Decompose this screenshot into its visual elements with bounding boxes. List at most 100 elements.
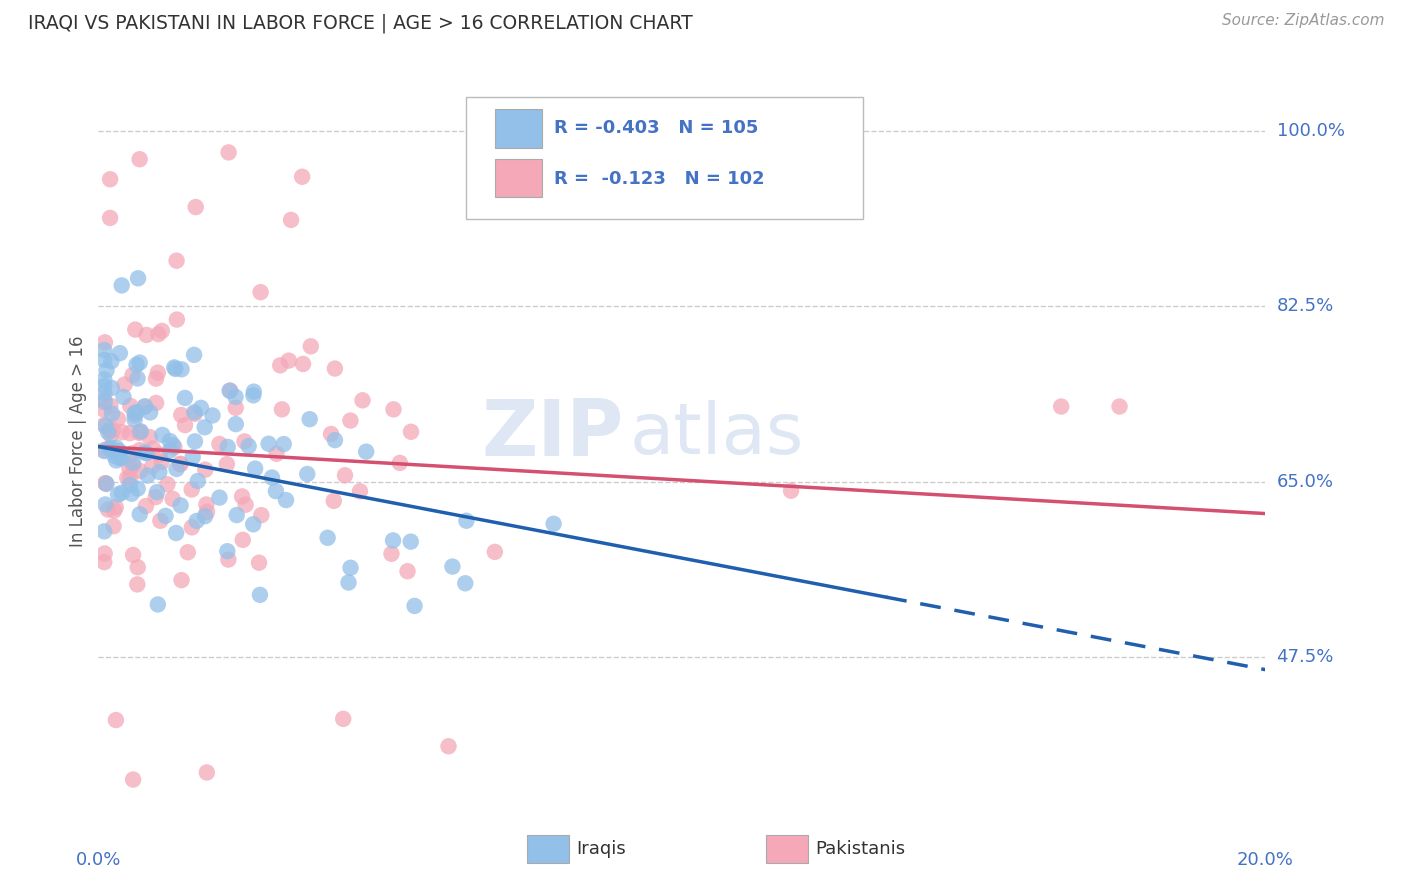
Point	[159, 434, 181, 448]
Point	[94, 498, 117, 512]
Point	[277, 353, 299, 368]
Point	[174, 391, 197, 405]
Point	[166, 312, 188, 326]
Point	[93, 393, 115, 408]
Point	[142, 442, 165, 456]
Point	[194, 463, 217, 477]
Point	[105, 441, 128, 455]
Point	[298, 412, 321, 426]
Point	[110, 451, 132, 466]
Point	[299, 339, 322, 353]
Point	[250, 508, 273, 523]
Point	[125, 405, 148, 419]
Point	[155, 508, 177, 523]
Point	[225, 508, 247, 522]
Point	[170, 408, 193, 422]
Point	[388, 456, 411, 470]
Text: IRAQI VS PAKISTANI IN LABOR FORCE | AGE > 16 CORRELATION CHART: IRAQI VS PAKISTANI IN LABOR FORCE | AGE …	[28, 13, 693, 33]
Point	[94, 419, 117, 434]
Point	[208, 437, 231, 451]
Point	[247, 556, 270, 570]
Text: 65.0%: 65.0%	[1277, 473, 1333, 491]
Point	[134, 400, 156, 414]
Point	[195, 765, 218, 780]
Point	[217, 544, 239, 558]
Point	[380, 547, 402, 561]
Point	[194, 509, 217, 524]
Point	[127, 371, 149, 385]
Point	[273, 437, 295, 451]
Point	[404, 599, 426, 613]
Point	[139, 405, 162, 419]
Point	[127, 271, 149, 285]
FancyBboxPatch shape	[495, 159, 541, 197]
Point	[93, 547, 115, 561]
Point	[162, 438, 184, 452]
Point	[456, 514, 478, 528]
Text: R = -0.403   N = 105: R = -0.403 N = 105	[554, 120, 758, 137]
Point	[543, 516, 565, 531]
Point	[97, 425, 120, 440]
Point	[117, 471, 139, 485]
Point	[93, 555, 115, 569]
Point	[128, 152, 150, 166]
Point	[186, 514, 208, 528]
Point	[121, 446, 143, 460]
Text: ZIP: ZIP	[481, 396, 624, 472]
Point	[183, 405, 205, 419]
Point	[103, 449, 125, 463]
Point	[128, 443, 150, 458]
Point	[135, 327, 157, 342]
Point	[249, 588, 271, 602]
Text: Pakistanis: Pakistanis	[815, 840, 905, 858]
Point	[225, 390, 247, 404]
Point	[104, 713, 127, 727]
Point	[232, 533, 254, 547]
Point	[93, 417, 115, 432]
Point	[382, 533, 405, 548]
Point	[135, 499, 157, 513]
Text: 82.5%: 82.5%	[1277, 297, 1334, 316]
Point	[219, 384, 242, 398]
Point	[399, 534, 422, 549]
Point	[103, 503, 125, 517]
Point	[149, 448, 172, 462]
Point	[242, 388, 264, 402]
Point	[184, 200, 207, 214]
Point	[174, 418, 197, 433]
Point	[96, 363, 118, 377]
Point	[118, 478, 141, 492]
Point	[150, 455, 173, 469]
Point	[322, 494, 344, 508]
Point	[149, 514, 172, 528]
Point	[120, 399, 142, 413]
Point	[101, 407, 124, 421]
Point	[184, 434, 207, 449]
Point	[382, 402, 405, 417]
Point	[138, 430, 160, 444]
Point	[118, 426, 141, 441]
Point	[108, 444, 131, 458]
Point	[124, 412, 146, 426]
Point	[271, 402, 294, 417]
Point	[218, 145, 240, 160]
Point	[141, 459, 163, 474]
Point	[183, 348, 205, 362]
Point	[260, 470, 283, 484]
Point	[124, 409, 146, 423]
Point	[107, 449, 129, 463]
Point	[156, 477, 179, 491]
Point	[135, 446, 157, 460]
Point	[101, 381, 124, 395]
Point	[292, 357, 315, 371]
Point	[257, 436, 280, 450]
Point	[332, 712, 354, 726]
Point	[98, 172, 121, 186]
Point	[127, 482, 149, 496]
Point	[1050, 400, 1073, 414]
Point	[103, 519, 125, 533]
Point	[177, 545, 200, 559]
Point	[264, 484, 287, 499]
Point	[170, 362, 193, 376]
Point	[114, 377, 136, 392]
